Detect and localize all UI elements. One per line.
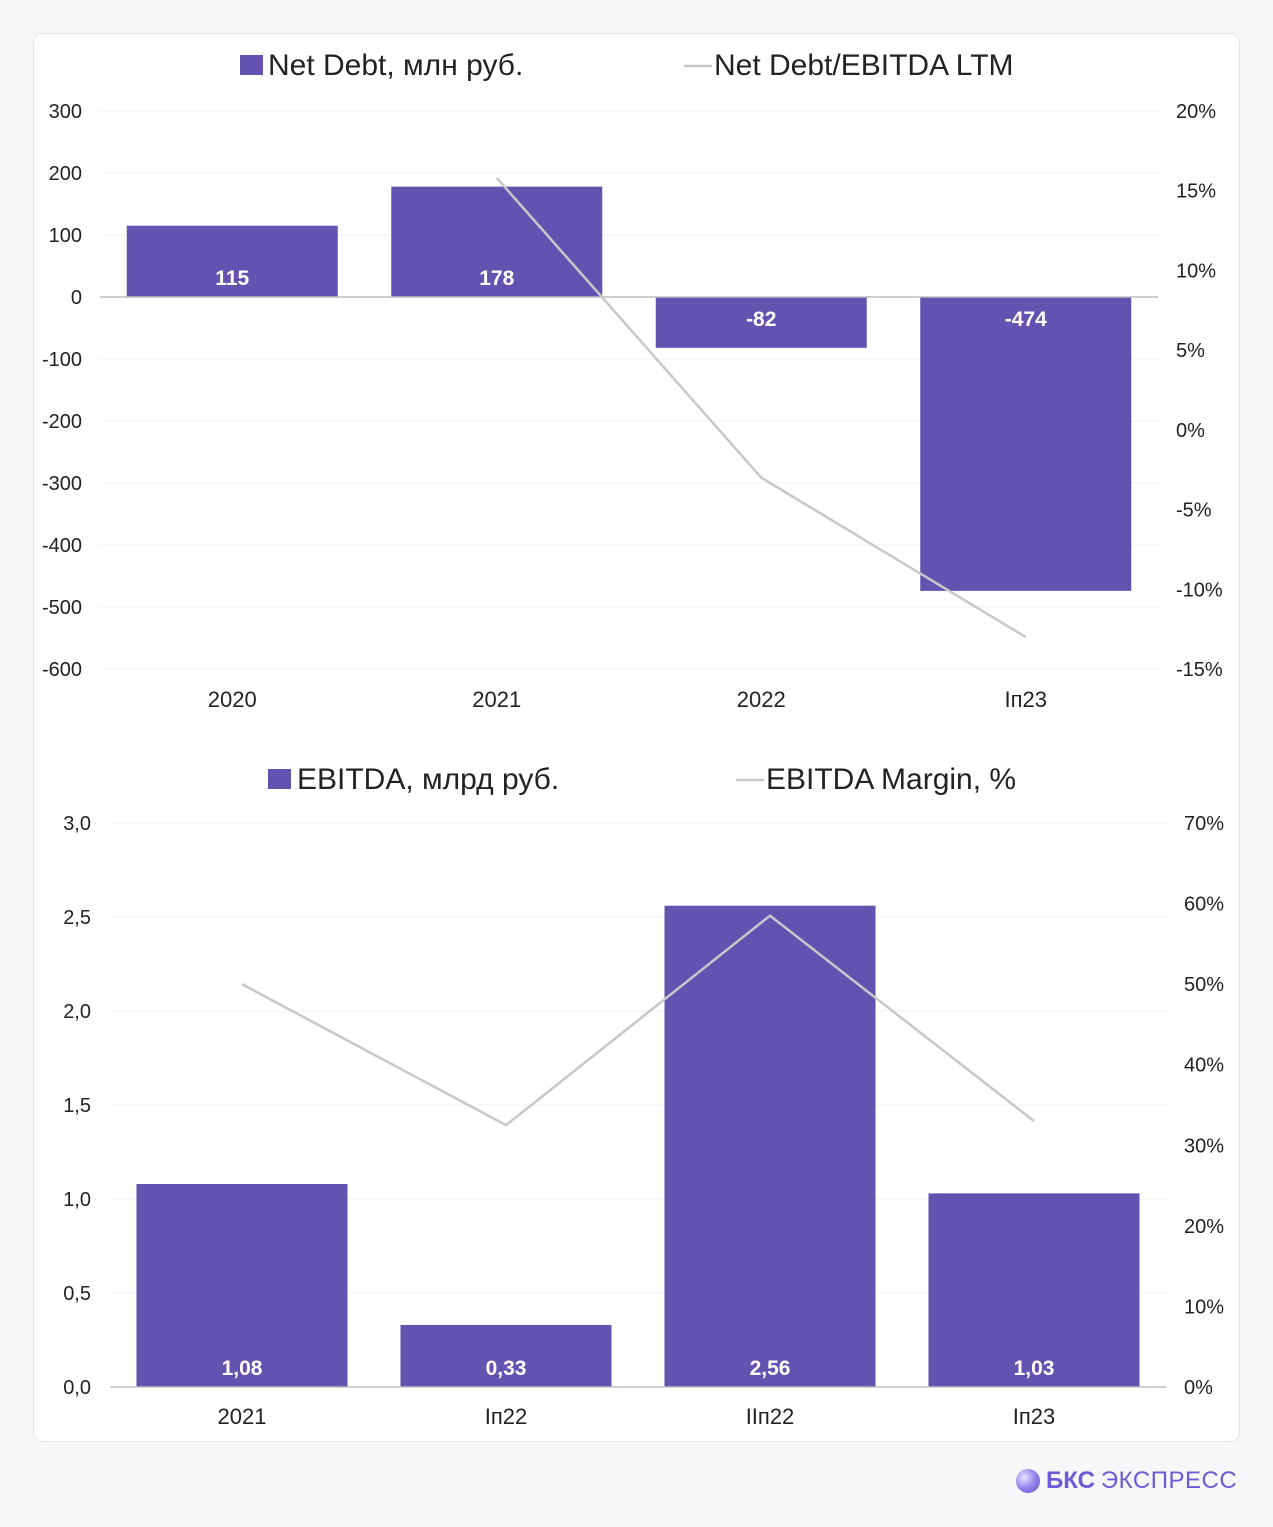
y2-tick-label: 50% [1184,974,1224,996]
x-category-label: IIп22 [746,1404,795,1429]
y-tick-label: 0 [71,287,82,309]
y-tick-label: -600 [42,659,82,681]
bar [920,297,1132,591]
y-tick-label: 2,0 [63,1001,91,1023]
bar-value-label: 0,33 [486,1357,527,1380]
y-tick-label: -400 [42,535,82,557]
bar-value-label: -82 [746,308,776,331]
x-category-label: 2021 [218,1404,267,1429]
bar-value-label: 1,03 [1014,1357,1055,1380]
y2-tick-label: 20% [1184,1216,1224,1238]
brand-logo: БКС ЭКСПРЕСС [1016,1466,1237,1496]
legend-bar-swatch [268,769,291,789]
bar [655,297,867,348]
legend-bar-label: Net Debt, млн руб. [268,49,523,82]
bar-value-label: 2,56 [750,1357,791,1380]
bar-value-label: -474 [1005,308,1047,331]
legend-line-label: EBITDA Margin, % [766,763,1016,796]
y2-tick-label: 70% [1184,813,1224,835]
y2-tick-label: 0% [1176,420,1205,442]
bar [126,225,338,297]
bar-value-label: 1,08 [222,1357,263,1380]
bar [391,186,603,297]
y2-tick-label: 15% [1176,181,1216,203]
x-category-label: Iп23 [1005,687,1048,712]
y2-tick-label: 20% [1176,101,1216,123]
y-tick-label: 3,0 [63,813,91,835]
y2-tick-label: 0% [1184,1377,1213,1399]
bar [400,1324,612,1387]
y-tick-label: -300 [42,473,82,495]
y-tick-label: 200 [49,163,82,185]
bar [664,905,876,1387]
y2-tick-label: 30% [1184,1135,1224,1157]
x-category-label: Iп23 [1013,1404,1056,1429]
y2-tick-label: 10% [1184,1296,1224,1318]
y-tick-label: 100 [49,225,82,247]
y-tick-label: 0,0 [63,1377,91,1399]
bar-value-label: 115 [215,267,249,290]
brand-globe-icon [1016,1469,1040,1493]
x-category-label: 2020 [208,687,257,712]
legend-bar-label: EBITDA, млрд руб. [297,763,559,796]
brand-name: БКС [1046,1467,1095,1494]
line-series [495,177,1027,639]
y-tick-label: 0,5 [63,1283,91,1305]
y2-tick-label: 60% [1184,894,1224,916]
y-tick-label: 300 [49,101,82,123]
y-tick-label: 2,5 [63,907,91,929]
y2-tick-label: -15% [1176,659,1223,681]
bar-value-label: 178 [479,267,514,290]
y2-tick-label: -10% [1176,579,1223,601]
y2-tick-label: -5% [1176,500,1212,522]
y-tick-label: 1,0 [63,1189,91,1211]
x-category-label: 2022 [737,687,786,712]
y2-tick-label: 40% [1184,1055,1224,1077]
bar [136,1183,348,1387]
y2-tick-label: 10% [1176,260,1216,282]
brand-sub: ЭКСПРЕСС [1100,1467,1238,1494]
x-category-label: Iп22 [485,1404,528,1429]
x-category-label: 2021 [472,687,521,712]
bar [928,1193,1140,1387]
legend-line-label: Net Debt/EBITDA LTM [714,49,1014,82]
line-series [241,914,1035,1127]
y-tick-label: -100 [42,349,82,371]
legend-bar-swatch [240,55,263,75]
y2-tick-label: 5% [1176,340,1205,362]
y-tick-label: 1,5 [63,1095,91,1117]
y-tick-label: -200 [42,411,82,433]
y-tick-label: -500 [42,597,82,619]
